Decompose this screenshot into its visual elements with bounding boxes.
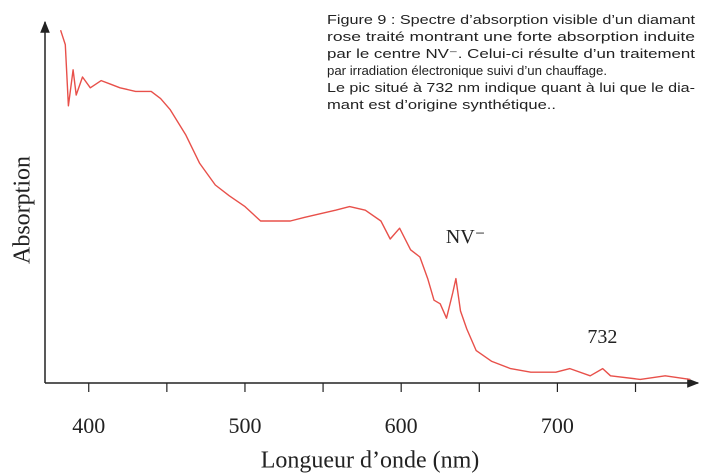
x-tick-label: 600 — [385, 413, 418, 438]
spectrum-line — [59, 29, 691, 381]
x-tick-label: 500 — [228, 413, 261, 438]
caption-line: Le pic situé à 732 nm indique quant à lu… — [327, 81, 695, 95]
x-tick-label: 400 — [72, 413, 105, 438]
caption-line: par le centre NV⁻. Celui-ci résulte d’un… — [327, 47, 696, 61]
annotation: 732 — [587, 326, 617, 348]
caption-line: rose traité montrant une forte absorptio… — [327, 30, 695, 44]
caption-line: mant est d’origine synthétique.. — [327, 98, 556, 112]
x-axis-label: Longueur d’onde (nm) — [261, 448, 480, 474]
annotation: NV⁻ — [446, 226, 485, 248]
y-axis-label: Absorption — [10, 156, 36, 264]
caption-line: Figure 9 : Spectre d’absorption visible … — [327, 13, 696, 27]
caption-line: par irradiation électronique suivi d’un … — [327, 64, 607, 78]
x-tick-label: 700 — [541, 413, 574, 438]
